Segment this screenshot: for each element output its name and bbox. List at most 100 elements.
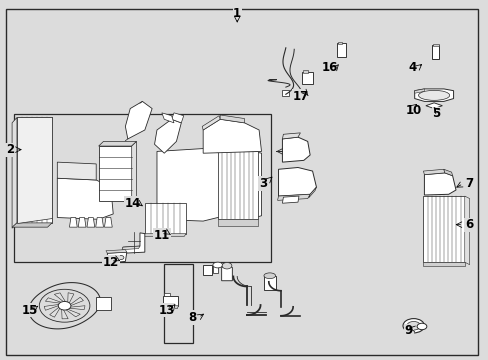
Polygon shape (99, 141, 136, 146)
Ellipse shape (58, 301, 71, 310)
Polygon shape (414, 89, 424, 93)
Text: 2: 2 (6, 143, 14, 156)
Bar (99, 146, 131, 202)
Text: 15: 15 (21, 304, 38, 317)
Text: 8: 8 (188, 311, 196, 324)
Text: 11: 11 (153, 229, 170, 242)
Bar (212, 266, 217, 273)
Polygon shape (17, 117, 52, 223)
Polygon shape (44, 305, 59, 310)
Polygon shape (78, 217, 86, 227)
Bar (163, 305, 169, 309)
Polygon shape (220, 115, 244, 123)
Bar (264, 276, 275, 290)
Polygon shape (69, 306, 85, 310)
Polygon shape (57, 178, 113, 219)
Polygon shape (464, 196, 468, 265)
Bar (164, 264, 193, 342)
Polygon shape (50, 307, 60, 317)
Ellipse shape (416, 323, 426, 330)
Polygon shape (221, 265, 232, 281)
Ellipse shape (402, 319, 424, 333)
Bar (96, 297, 111, 310)
Text: 6: 6 (464, 218, 472, 231)
Ellipse shape (406, 321, 420, 330)
Polygon shape (425, 103, 442, 109)
Bar (203, 265, 211, 275)
Text: 13: 13 (158, 304, 175, 317)
Polygon shape (70, 297, 83, 306)
Polygon shape (154, 119, 181, 153)
Text: 5: 5 (431, 107, 440, 120)
Polygon shape (69, 217, 77, 227)
Polygon shape (61, 309, 68, 319)
Polygon shape (443, 169, 452, 176)
Polygon shape (131, 141, 136, 202)
Polygon shape (282, 137, 309, 162)
Ellipse shape (110, 255, 116, 260)
Polygon shape (162, 113, 174, 123)
Polygon shape (171, 113, 183, 123)
Polygon shape (423, 169, 444, 175)
Polygon shape (87, 217, 95, 227)
Bar (301, 72, 312, 84)
Text: 10: 10 (405, 104, 421, 117)
Text: 12: 12 (102, 256, 119, 269)
Bar (14, 114, 271, 262)
Bar (282, 90, 288, 96)
Polygon shape (157, 149, 261, 221)
Bar (337, 42, 341, 44)
Polygon shape (57, 162, 96, 180)
Text: 3: 3 (258, 177, 266, 190)
Bar (302, 70, 307, 73)
Bar (163, 296, 178, 306)
Text: 4: 4 (407, 61, 415, 74)
Polygon shape (122, 233, 144, 253)
Text: 17: 17 (292, 90, 308, 103)
Polygon shape (217, 219, 257, 226)
Polygon shape (282, 196, 298, 203)
Polygon shape (308, 187, 316, 198)
Bar (17, 117, 52, 223)
Ellipse shape (117, 255, 123, 260)
Polygon shape (282, 133, 300, 139)
Bar (163, 293, 169, 296)
Polygon shape (277, 194, 309, 201)
Polygon shape (122, 246, 140, 249)
Ellipse shape (222, 262, 231, 269)
Ellipse shape (212, 262, 222, 268)
Polygon shape (424, 173, 455, 195)
Polygon shape (45, 298, 61, 303)
Text: 1: 1 (233, 8, 241, 21)
Polygon shape (143, 234, 186, 237)
Polygon shape (54, 293, 65, 302)
Bar (431, 45, 439, 59)
Ellipse shape (39, 289, 90, 322)
Polygon shape (104, 217, 112, 227)
Polygon shape (414, 89, 453, 102)
Polygon shape (96, 217, 103, 227)
Text: 16: 16 (321, 61, 338, 74)
Polygon shape (68, 293, 74, 303)
Text: 9: 9 (404, 324, 412, 337)
Polygon shape (162, 306, 178, 309)
Polygon shape (106, 249, 126, 253)
Polygon shape (65, 309, 80, 317)
Bar (217, 152, 257, 219)
Polygon shape (203, 119, 261, 153)
Text: 14: 14 (124, 197, 141, 210)
Polygon shape (423, 262, 464, 266)
Polygon shape (107, 252, 126, 263)
Polygon shape (278, 167, 316, 196)
Text: 7: 7 (464, 177, 472, 190)
Polygon shape (12, 223, 52, 227)
Bar (432, 44, 438, 46)
Ellipse shape (418, 90, 449, 100)
Polygon shape (202, 116, 220, 130)
Polygon shape (12, 117, 17, 228)
Bar (144, 203, 186, 234)
Polygon shape (125, 102, 152, 139)
Bar (336, 43, 345, 57)
Ellipse shape (264, 273, 275, 279)
Bar (423, 196, 464, 262)
